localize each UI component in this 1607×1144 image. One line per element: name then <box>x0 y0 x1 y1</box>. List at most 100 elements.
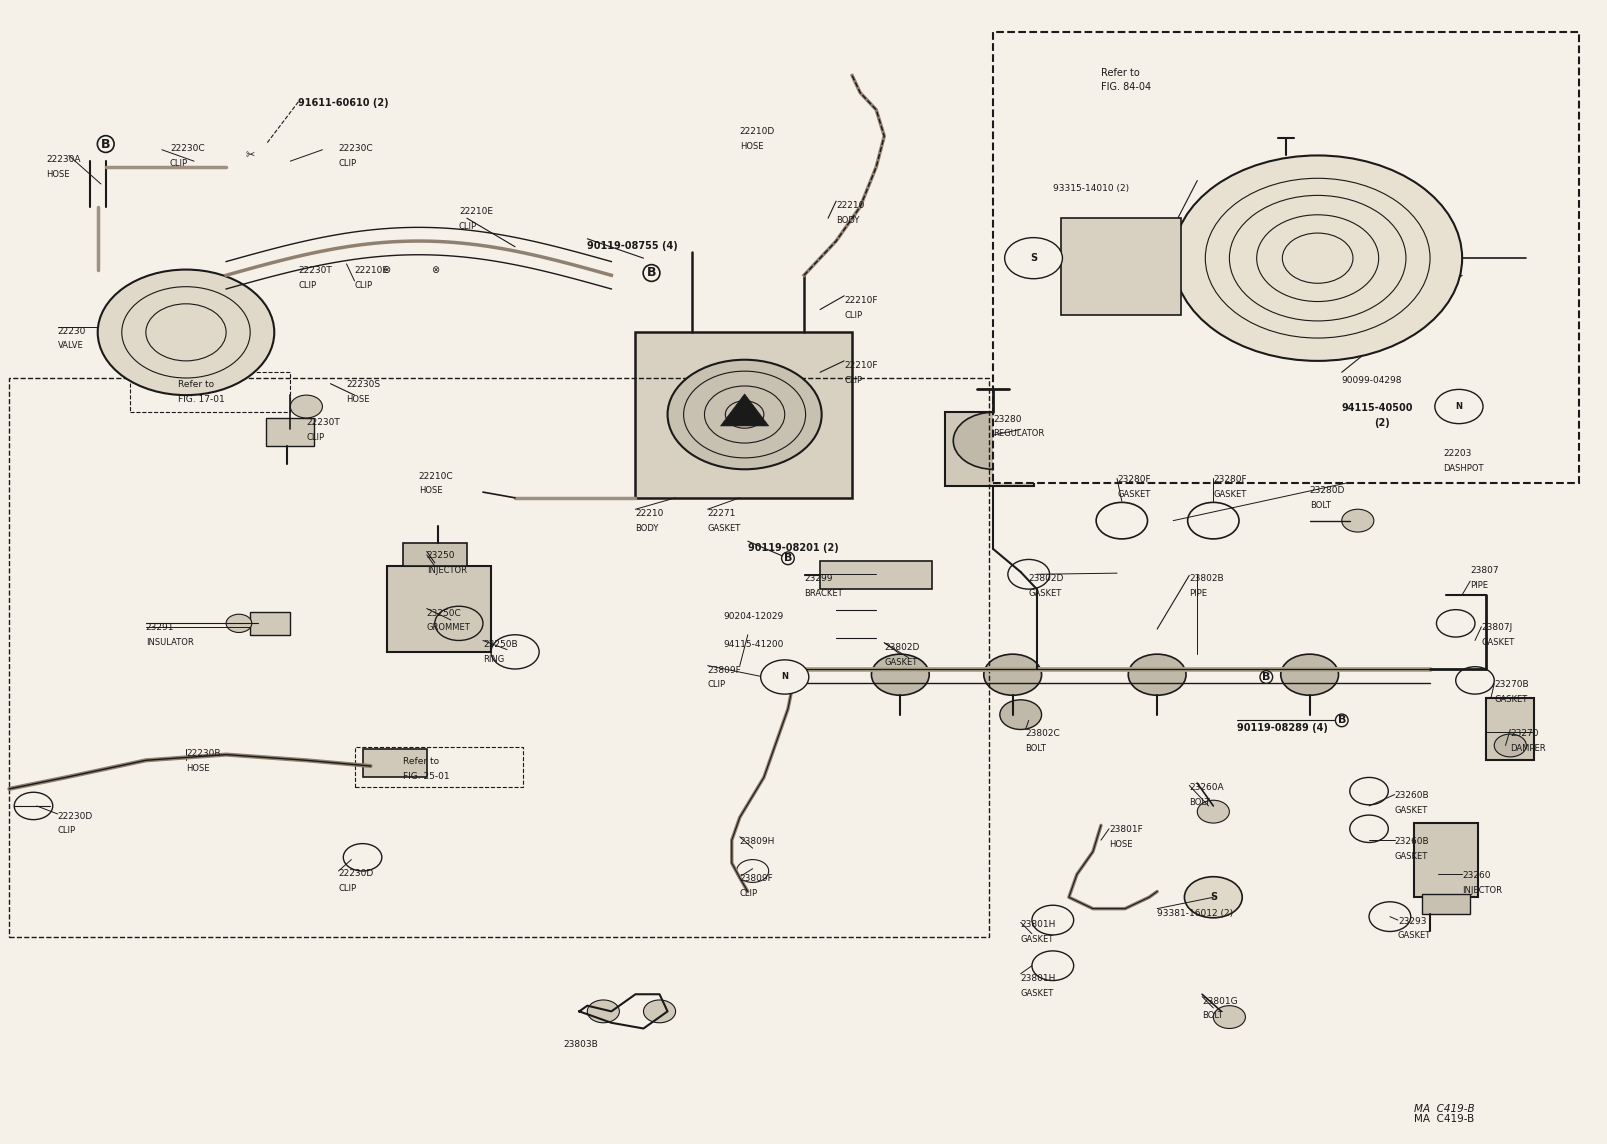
Text: 23260B: 23260B <box>1393 836 1429 845</box>
Text: B: B <box>1261 672 1270 682</box>
Text: S: S <box>1030 253 1037 263</box>
Text: 23807J: 23807J <box>1480 623 1512 633</box>
Text: GASKET: GASKET <box>1396 931 1430 940</box>
Circle shape <box>1450 245 1488 272</box>
Text: BODY: BODY <box>836 216 860 225</box>
Text: CLIP: CLIP <box>844 375 861 384</box>
Circle shape <box>1184 876 1242 917</box>
Circle shape <box>643 1000 675 1023</box>
Text: Refer to: Refer to <box>1101 67 1139 78</box>
Circle shape <box>1197 801 1229 823</box>
Text: BOLT: BOLT <box>1189 799 1210 807</box>
Text: 23802D: 23802D <box>1028 574 1064 583</box>
Text: B: B <box>1337 715 1345 725</box>
Text: MA  C419-B: MA C419-B <box>1413 1104 1474 1114</box>
Text: CLIP: CLIP <box>354 281 373 289</box>
Text: GROMMET: GROMMET <box>426 623 471 633</box>
Text: CLIP: CLIP <box>307 432 325 442</box>
Text: HOSE: HOSE <box>186 764 209 772</box>
Text: GASKET: GASKET <box>1020 988 1053 998</box>
Text: GASKET: GASKET <box>1020 935 1053 944</box>
Bar <box>362 749 426 778</box>
Bar <box>386 566 490 652</box>
Text: 23802D: 23802D <box>884 643 919 652</box>
Text: 91611-60610 (2): 91611-60610 (2) <box>299 98 389 109</box>
Text: 23291: 23291 <box>146 623 174 633</box>
Bar <box>130 372 291 412</box>
Text: FIG. 25-01: FIG. 25-01 <box>402 772 448 780</box>
Bar <box>354 747 522 787</box>
Text: 93381-16012 (2): 93381-16012 (2) <box>1157 908 1233 917</box>
Bar <box>1485 698 1533 761</box>
Text: CLIP: CLIP <box>299 281 317 289</box>
Text: RING: RING <box>482 656 505 665</box>
Text: 22271: 22271 <box>707 509 736 518</box>
Text: DASHPOT: DASHPOT <box>1441 463 1482 472</box>
Text: HOSE: HOSE <box>346 395 370 404</box>
Text: GASKET: GASKET <box>1493 696 1527 705</box>
Text: ⊗: ⊗ <box>431 264 439 275</box>
Text: 90119-08755 (4): 90119-08755 (4) <box>587 241 678 251</box>
Text: GASKET: GASKET <box>1213 490 1245 499</box>
Text: 22230C: 22230C <box>339 144 373 153</box>
Text: 23803B: 23803B <box>562 1040 598 1049</box>
Text: MA  C419-B: MA C419-B <box>1413 1114 1474 1125</box>
Text: Refer to: Refer to <box>178 380 214 389</box>
Text: 22230A: 22230A <box>47 156 80 165</box>
Bar <box>945 412 1033 486</box>
Text: GASKET: GASKET <box>1028 589 1061 598</box>
Text: GASKET: GASKET <box>1480 638 1514 648</box>
Text: VALVE: VALVE <box>58 341 84 350</box>
Text: 23293: 23293 <box>1396 916 1425 925</box>
Text: N: N <box>781 673 787 682</box>
Bar <box>993 32 1578 483</box>
Text: CLIP: CLIP <box>339 159 357 168</box>
Text: 23299: 23299 <box>804 574 832 583</box>
Text: BODY: BODY <box>635 524 659 533</box>
Text: INSULATOR: INSULATOR <box>146 638 193 648</box>
Text: HOSE: HOSE <box>418 486 442 495</box>
Text: BOLT: BOLT <box>1308 501 1329 510</box>
Text: 90119-08201 (2): 90119-08201 (2) <box>747 543 837 554</box>
Text: HOSE: HOSE <box>739 142 763 151</box>
Circle shape <box>587 1000 619 1023</box>
Text: 23250B: 23250B <box>482 641 517 650</box>
Text: 23270B: 23270B <box>1493 681 1528 690</box>
Bar <box>251 612 291 635</box>
Circle shape <box>1173 156 1461 360</box>
Circle shape <box>667 359 821 469</box>
Bar <box>635 333 852 498</box>
Text: BRACKET: BRACKET <box>804 589 842 598</box>
Circle shape <box>1128 654 1186 696</box>
Text: ✂: ✂ <box>246 151 256 160</box>
Text: 22210E: 22210E <box>458 207 493 216</box>
Text: 90204-12029: 90204-12029 <box>723 612 784 621</box>
Polygon shape <box>720 394 768 426</box>
Text: GASKET: GASKET <box>1393 851 1427 860</box>
Bar <box>1061 219 1181 316</box>
Text: 22203: 22203 <box>1441 448 1470 458</box>
Text: 23809H: 23809H <box>739 836 775 845</box>
Text: 23280D: 23280D <box>1308 486 1343 495</box>
Text: 23807: 23807 <box>1469 566 1498 575</box>
Text: CLIP: CLIP <box>170 159 188 168</box>
Text: REGULATOR: REGULATOR <box>993 429 1045 438</box>
Bar <box>1413 823 1477 897</box>
Text: 23260B: 23260B <box>1393 792 1429 800</box>
Circle shape <box>953 412 1033 469</box>
Text: (2): (2) <box>1372 418 1388 428</box>
Text: GASKET: GASKET <box>707 524 741 533</box>
Text: 22210C: 22210C <box>418 471 453 480</box>
Text: CLIP: CLIP <box>339 883 357 892</box>
Bar <box>402 543 466 566</box>
Text: CLIP: CLIP <box>707 681 725 690</box>
Text: GASKET: GASKET <box>1117 490 1149 499</box>
Text: 22210E: 22210E <box>354 267 389 276</box>
Circle shape <box>1340 509 1372 532</box>
Text: 22230T: 22230T <box>299 267 333 276</box>
Text: 94115-41200: 94115-41200 <box>723 641 784 650</box>
Text: B: B <box>783 554 792 563</box>
Text: FIG. 17-01: FIG. 17-01 <box>178 395 225 404</box>
Text: PIPE: PIPE <box>1469 581 1486 590</box>
Text: 22230D: 22230D <box>339 868 373 877</box>
